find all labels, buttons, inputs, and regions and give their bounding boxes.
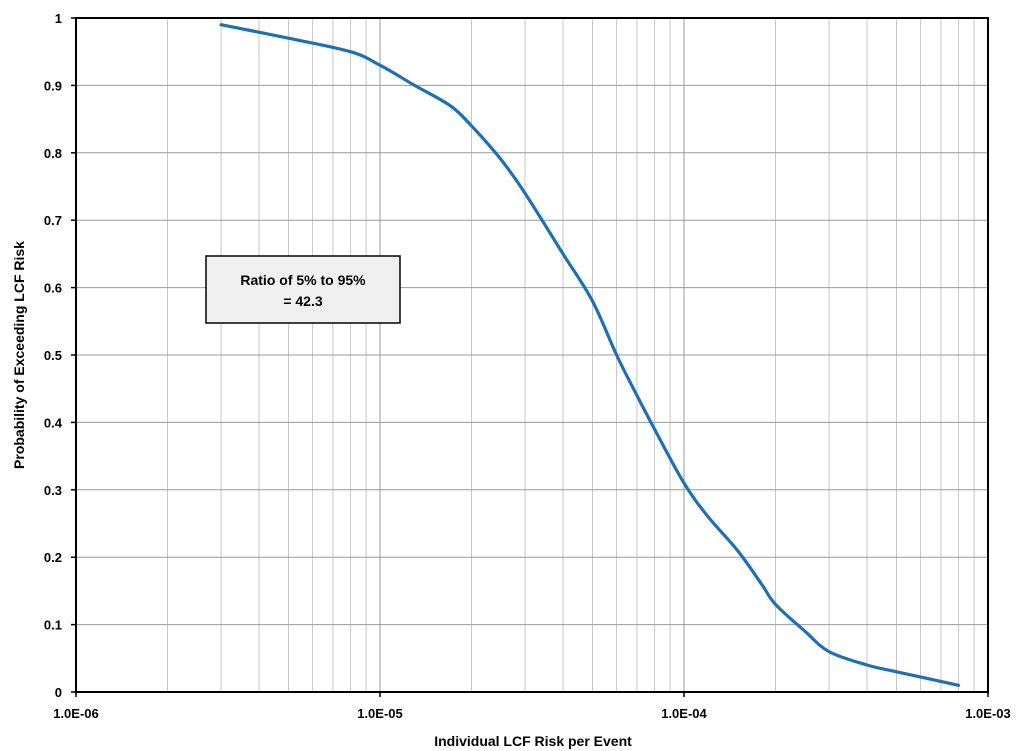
y-tick-label: 1 (55, 11, 62, 26)
y-tick-label: 0.3 (44, 483, 62, 498)
x-tick-label: 1.0E-04 (661, 706, 707, 721)
annotation-line-2: = 42.3 (283, 293, 323, 309)
y-tick-label: 0.8 (44, 146, 62, 161)
y-axis-title: Probability of Exceeding LCF Risk (11, 241, 27, 469)
x-tick-label: 1.0E-03 (965, 706, 1011, 721)
y-tick-label: 0.5 (44, 348, 62, 363)
ratio-annotation: Ratio of 5% to 95% = 42.3 (205, 255, 401, 324)
x-tick-labels: 1.0E-06 1.0E-05 1.0E-04 1.0E-03 (53, 692, 1011, 721)
y-tick-label: 0.4 (44, 415, 63, 430)
annotation-line-1: Ratio of 5% to 95% (240, 272, 366, 288)
y-tick-label: 0.6 (44, 281, 62, 296)
y-tick-label: 0.9 (44, 78, 62, 93)
y-tick-label: 0.7 (44, 213, 62, 228)
y-tick-label: 0 (55, 685, 62, 700)
x-tick-label: 1.0E-05 (357, 706, 403, 721)
series-line (219, 23, 961, 687)
x-axis-title: Individual LCF Risk per Event (434, 733, 632, 749)
x-tick-label: 1.0E-06 (53, 706, 99, 721)
y-tick-label: 0.2 (44, 550, 62, 565)
annotation-box (205, 255, 401, 324)
y-tick-label: 0.1 (44, 618, 62, 633)
y-tick-labels: 0 0.1 0.2 0.3 0.4 0.5 0.6 0.7 0.8 0.9 1 (44, 11, 76, 700)
